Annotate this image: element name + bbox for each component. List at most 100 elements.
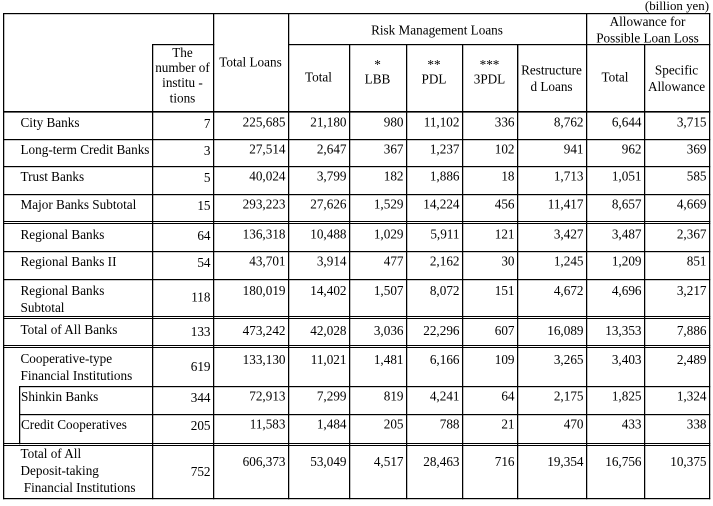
svg-text:752: 752 [191,464,211,479]
svg-text:182: 182 [384,168,404,183]
svg-text:**: ** [427,57,440,72]
svg-text:d Loans: d Loans [530,79,572,94]
svg-text:1,237: 1,237 [430,141,460,156]
svg-text:585: 585 [687,168,707,183]
svg-text:338: 338 [687,416,707,431]
svg-text:205: 205 [191,418,211,433]
svg-text:(billion yen): (billion yen) [645,0,709,13]
svg-text:64: 64 [197,228,211,243]
svg-text:3,799: 3,799 [317,168,347,183]
svg-text:788: 788 [440,416,460,431]
svg-text:14,224: 14,224 [423,196,460,211]
svg-text:Major Banks Subtotal: Major Banks Subtotal [21,197,137,212]
svg-text:Shinkin Banks: Shinkin Banks [21,389,98,404]
svg-text:7: 7 [204,116,211,131]
svg-text:19,354: 19,354 [547,454,584,469]
svg-text:22,296: 22,296 [423,323,460,338]
svg-text:10,375: 10,375 [670,454,707,469]
svg-text:53,049: 53,049 [310,454,347,469]
svg-text:institu -: institu - [162,75,203,90]
svg-text:3,403: 3,403 [612,352,642,367]
svg-text:40,024: 40,024 [249,168,286,183]
svg-text:Regional Banks: Regional Banks [21,283,105,298]
svg-text:3,217: 3,217 [677,283,707,298]
svg-text:456: 456 [495,196,515,211]
svg-text:3,914: 3,914 [317,253,347,268]
svg-text:28,463: 28,463 [423,454,460,469]
svg-text:Regional Banks: Regional Banks [21,227,105,242]
svg-text:1,029: 1,029 [374,226,404,241]
svg-text:10,488: 10,488 [310,226,347,241]
svg-text:3,487: 3,487 [612,226,642,241]
svg-text:619: 619 [191,359,211,374]
svg-text:PDL: PDL [422,71,447,86]
svg-text:Total of All: Total of All [21,446,82,461]
svg-text:***: *** [480,57,500,72]
svg-text:2,489: 2,489 [677,352,707,367]
svg-text:225,685: 225,685 [243,114,286,129]
svg-text:LBB: LBB [365,71,391,86]
svg-text:8,657: 8,657 [612,196,642,211]
svg-text:851: 851 [687,253,707,268]
svg-text:2,162: 2,162 [430,253,460,268]
svg-text:2,367: 2,367 [677,226,707,241]
svg-text:Cooperative-type: Cooperative-type [21,351,113,366]
svg-text:11,417: 11,417 [548,196,584,211]
svg-text:City Banks: City Banks [21,115,80,130]
svg-text:1,529: 1,529 [374,196,404,211]
svg-text:16,756: 16,756 [605,454,642,469]
svg-text:980: 980 [384,114,404,129]
svg-text:64: 64 [501,388,515,403]
svg-text:477: 477 [384,253,404,268]
svg-text:6,166: 6,166 [430,352,460,367]
svg-text:Financial Institutions: Financial Institutions [21,368,133,383]
svg-text:367: 367 [384,141,404,156]
svg-text:11,102: 11,102 [424,114,460,129]
svg-text:Allowance for: Allowance for [610,14,686,29]
svg-text:369: 369 [687,141,707,156]
svg-text:3: 3 [204,143,211,158]
svg-text:344: 344 [191,390,211,405]
svg-text:4,672: 4,672 [554,283,584,298]
svg-text:1,324: 1,324 [677,388,707,403]
svg-text:1,713: 1,713 [554,168,584,183]
svg-text:1,051: 1,051 [612,168,642,183]
svg-text:21: 21 [501,416,514,431]
svg-text:336: 336 [495,114,515,129]
svg-text:3PDL: 3PDL [474,71,506,86]
svg-text:151: 151 [495,283,515,298]
svg-text:18: 18 [501,168,515,183]
svg-text:13,353: 13,353 [605,323,642,338]
svg-text:606,373: 606,373 [243,454,286,469]
svg-text:11,583: 11,583 [250,416,286,431]
svg-text:Total: Total [602,70,629,85]
svg-text:819: 819 [384,388,404,403]
svg-text:1,825: 1,825 [612,388,642,403]
svg-text:Restructure: Restructure [521,63,582,78]
svg-text:118: 118 [191,290,211,305]
svg-text:3,036: 3,036 [374,323,404,338]
svg-text:42,028: 42,028 [310,323,347,338]
svg-text:1,507: 1,507 [374,283,404,298]
svg-text:3,715: 3,715 [677,114,707,129]
svg-text:6,644: 6,644 [612,114,642,129]
svg-text:2,647: 2,647 [317,141,347,156]
svg-text:Credit Cooperatives: Credit Cooperatives [21,417,127,432]
svg-text:205: 205 [384,416,404,431]
svg-text:962: 962 [622,141,642,156]
svg-text:27,626: 27,626 [310,196,347,211]
svg-text:4,669: 4,669 [677,196,707,211]
svg-text:941: 941 [564,141,584,156]
svg-text:Deposit-taking: Deposit-taking [21,463,100,478]
svg-text:607: 607 [495,323,515,338]
svg-text:180,019: 180,019 [243,283,286,298]
svg-text:Possible Loan Loss: Possible Loan Loss [596,30,699,45]
svg-text:1,484: 1,484 [317,416,347,431]
svg-text:4,696: 4,696 [612,283,642,298]
svg-text:*: * [374,57,381,72]
svg-text:43,701: 43,701 [249,253,285,268]
svg-text:3,265: 3,265 [554,352,584,367]
svg-text:3,427: 3,427 [554,226,584,241]
svg-text:30: 30 [501,253,515,268]
svg-text:Total of All Banks: Total of All Banks [21,322,118,337]
